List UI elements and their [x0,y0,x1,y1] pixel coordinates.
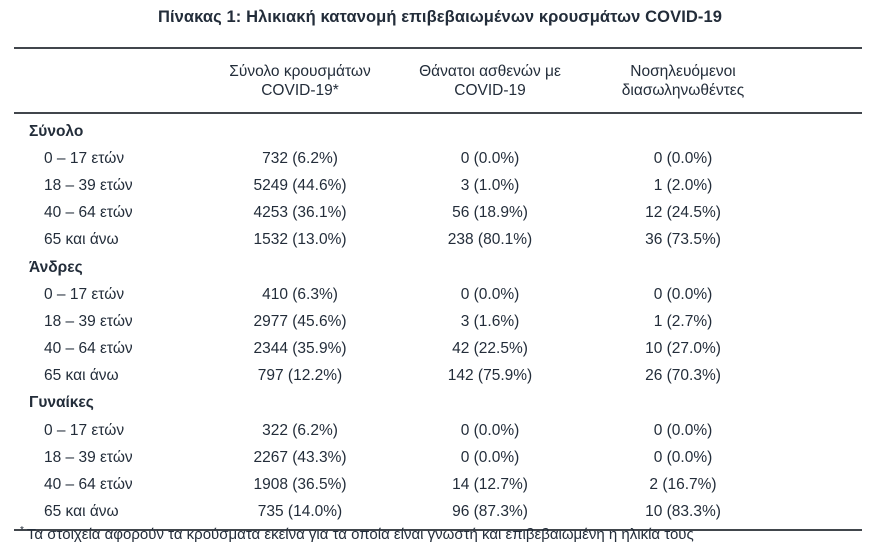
footnote-text: Τα στοιχεία αφορούν τα κρούσματα εκείνα … [26,526,694,543]
section-header-row: Γυναίκες [14,390,862,417]
table-row: 65 και άνω 735 (14.0%) 96 (87.3%) 10 (83… [14,499,862,526]
column-header-intubated-line2: διασωληνωθέντες [621,81,745,99]
row-label: 18 – 39 ετών [44,448,133,466]
section-label-women: Γυναίκες [29,394,94,412]
cell-intubated: 2 (16.7%) [649,476,717,494]
cell-deaths: 0 (0.0%) [460,421,520,439]
cell-intubated: 12 (24.5%) [645,204,721,222]
cell-intubated: 0 (0.0%) [653,285,713,303]
table-header-row: Σύνολο κρουσμάτων COVID-19* Θάνατοι ασθε… [14,49,862,114]
table-row: 18 – 39 ετών 2267 (43.3%) 0 (0.0%) 0 (0.… [14,444,862,471]
column-header-total-cases: Σύνολο κρουσμάτων COVID-19* [214,62,386,100]
cell-cases: 4253 (36.1%) [253,204,347,222]
cell-cases: 322 (6.2%) [262,421,338,439]
cell-cases: 2267 (43.3%) [253,448,347,466]
column-header-total-cases-line1: Σύνολο κρουσμάτων [229,62,371,80]
cell-cases: 735 (14.0%) [257,503,343,521]
cell-deaths: 0 (0.0%) [460,149,520,167]
column-header-deaths-line2: COVID-19 [454,81,526,99]
cell-intubated: 1 (2.0%) [653,176,713,194]
cell-cases: 2977 (45.6%) [253,312,347,330]
cell-cases: 1532 (13.0%) [253,231,347,249]
table-row: 0 – 17 ετών 732 (6.2%) 0 (0.0%) 0 (0.0%) [14,145,862,172]
column-header-deaths: Θάνατοι ασθενών με COVID-19 [386,62,594,100]
section-label-total: Σύνολο [29,122,84,140]
row-label: 40 – 64 ετών [44,340,133,358]
row-label: 65 και άνω [44,503,119,521]
row-label: 65 και άνω [44,367,119,385]
row-label: 40 – 64 ετών [44,204,133,222]
cell-cases: 732 (6.2%) [262,149,338,167]
cell-cases: 410 (6.3%) [262,285,338,303]
cell-deaths: 14 (12.7%) [452,476,528,494]
cell-intubated: 0 (0.0%) [653,421,713,439]
cell-deaths: 96 (87.3%) [452,503,528,521]
table-row: 18 – 39 ετών 2977 (45.6%) 3 (1.6%) 1 (2.… [14,308,862,335]
cell-cases: 2344 (35.9%) [253,340,347,358]
column-header-intubated-line1: Νοσηλευόμενοι [630,62,736,80]
cell-deaths: 0 (0.0%) [460,285,520,303]
row-label: 65 και άνω [44,231,119,249]
cell-deaths: 42 (22.5%) [452,340,528,358]
table-row: 65 και άνω 797 (12.2%) 142 (75.9%) 26 (7… [14,363,862,390]
row-label: 0 – 17 ετών [44,421,125,439]
cell-cases: 797 (12.2%) [257,367,343,385]
cell-intubated: 1 (2.7%) [653,312,713,330]
table-row: 65 και άνω 1532 (13.0%) 238 (80.1%) 36 (… [14,227,862,254]
row-label: 18 – 39 ετών [44,312,133,330]
table-body: Σύνολο 0 – 17 ετών 732 (6.2%) 0 (0.0%) 0… [14,114,862,529]
cell-deaths: 0 (0.0%) [460,448,520,466]
cell-deaths: 56 (18.9%) [452,204,528,222]
footnote-marker: * [20,525,24,536]
cell-intubated: 0 (0.0%) [653,448,713,466]
cell-cases: 1908 (36.5%) [253,476,347,494]
table-row: 40 – 64 ετών 2344 (35.9%) 42 (22.5%) 10 … [14,336,862,363]
cell-intubated: 0 (0.0%) [653,149,713,167]
table-row: 0 – 17 ετών 322 (6.2%) 0 (0.0%) 0 (0.0%) [14,417,862,444]
table-row: 40 – 64 ετών 4253 (36.1%) 56 (18.9%) 12 … [14,200,862,227]
cell-deaths: 238 (80.1%) [447,231,533,249]
cell-intubated: 36 (73.5%) [645,231,721,249]
cell-intubated: 10 (83.3%) [645,503,721,521]
row-label: 18 – 39 ετών [44,176,133,194]
table-row: 18 – 39 ετών 5249 (44.6%) 3 (1.0%) 1 (2.… [14,172,862,199]
covid-age-table: Σύνολο κρουσμάτων COVID-19* Θάνατοι ασθε… [14,47,862,531]
cell-intubated: 26 (70.3%) [645,367,721,385]
cell-deaths: 142 (75.9%) [447,367,533,385]
page-title: Πίνακας 1: Ηλικιακή κατανομή επιβεβαιωμέ… [157,8,723,26]
cell-intubated: 10 (27.0%) [645,340,721,358]
section-label-men: Άνδρες [29,258,83,276]
table-row: 40 – 64 ετών 1908 (36.5%) 14 (12.7%) 2 (… [14,471,862,498]
column-header-deaths-line1: Θάνατοι ασθενών με [419,62,561,80]
cell-deaths: 3 (1.0%) [460,176,520,194]
table-row: 0 – 17 ετών 410 (6.3%) 0 (0.0%) 0 (0.0%) [14,281,862,308]
row-label: 40 – 64 ετών [44,476,133,494]
section-header-row: Σύνολο [14,118,862,145]
section-header-row: Άνδρες [14,254,862,281]
footnote: * Τα στοιχεία αφορούν τα κρούσματα εκείνα… [20,525,694,543]
column-header-intubated: Νοσηλευόμενοι διασωληνωθέντες [594,62,772,100]
row-label: 0 – 17 ετών [44,149,125,167]
row-label: 0 – 17 ετών [44,285,125,303]
cell-cases: 5249 (44.6%) [253,176,347,194]
column-header-total-cases-line2: COVID-19* [261,81,339,99]
cell-deaths: 3 (1.6%) [460,312,520,330]
